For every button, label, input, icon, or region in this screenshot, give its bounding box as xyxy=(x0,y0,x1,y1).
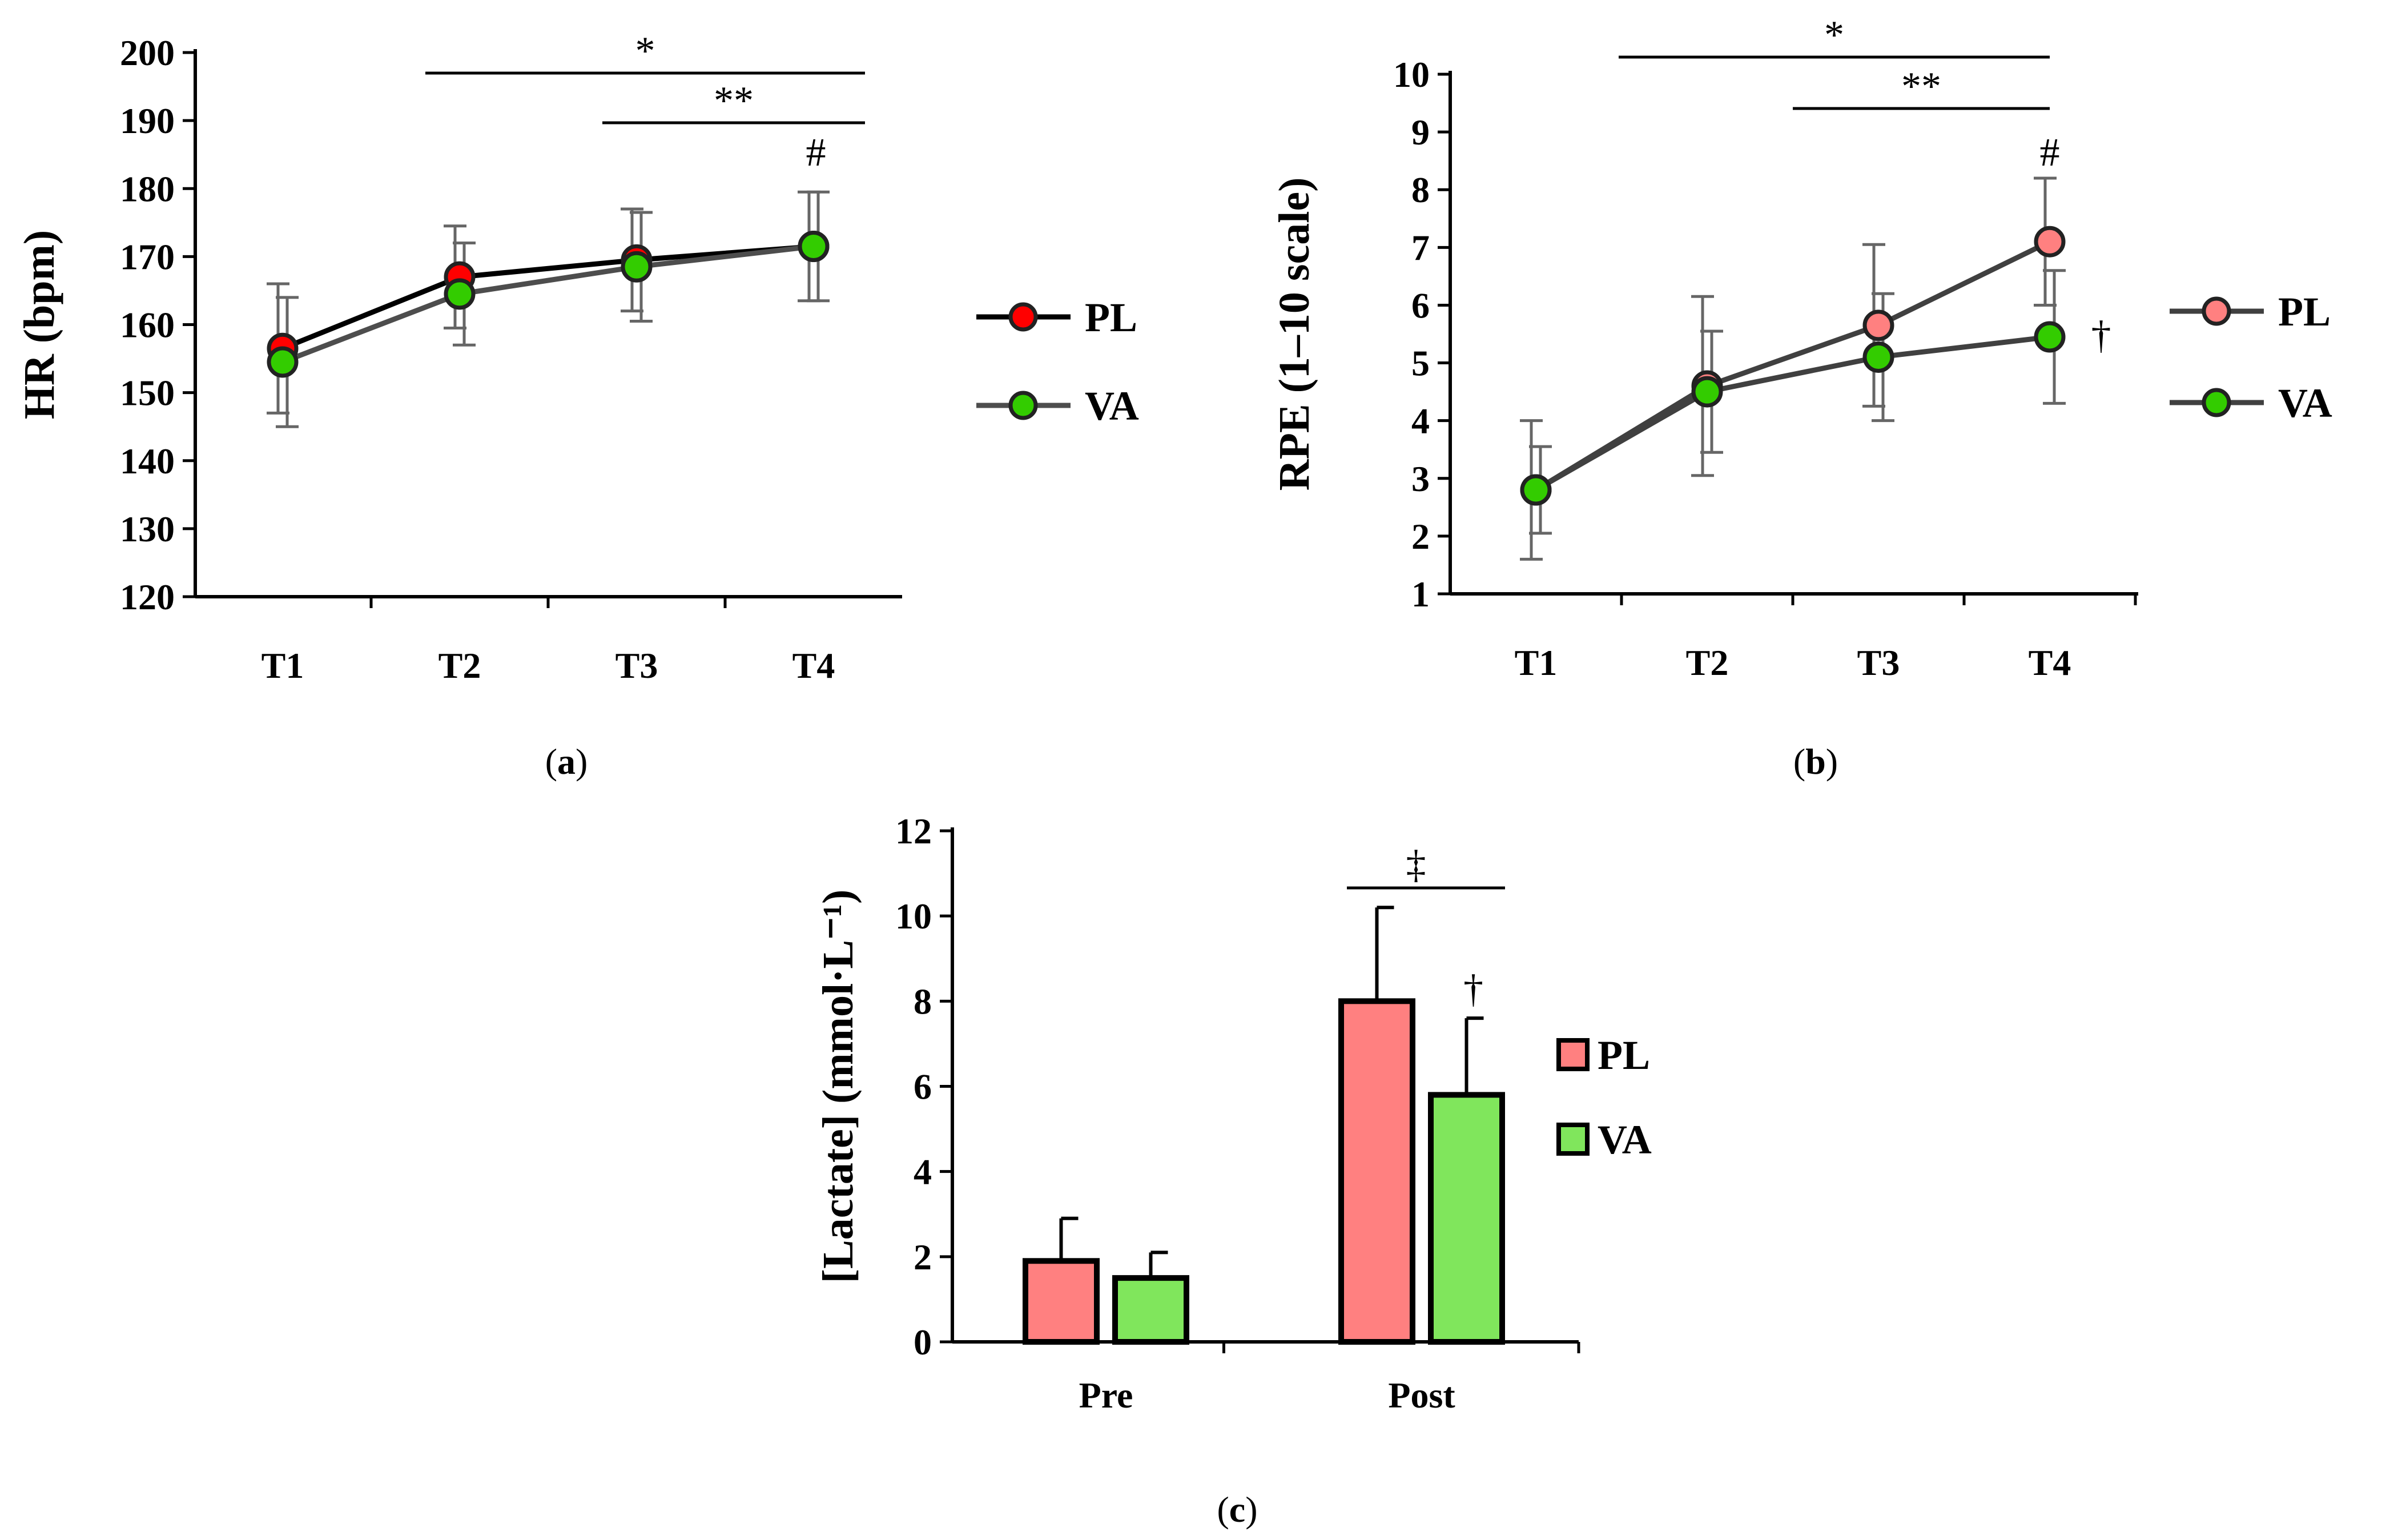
data-point-va xyxy=(1862,341,1894,373)
y-axis-label: RPE (1–10 scale) xyxy=(1270,178,1318,491)
y-tick-label: 120 xyxy=(120,577,175,617)
x-tick-label: Pre xyxy=(1079,1375,1133,1416)
caption-part: a xyxy=(557,741,576,782)
legend-label-va: VA xyxy=(1085,383,1139,429)
caption-part: ) xyxy=(1245,1489,1257,1530)
panel-c-lactate-chart: 0 2 4 6 8 10 12 Pre Post [Lactate] (mmol·L⁻¹) ‡ † PL… xyxy=(814,811,1652,1530)
panel-caption: (a) xyxy=(545,741,588,782)
x-tick-label: T2 xyxy=(438,645,481,686)
panel-b-rpe-chart: 1 2 3 4 5 6 7 8 9 10 T1 T2 T3 T4 RPE (1–10 scale) PL VA *… xyxy=(1270,13,2332,782)
caption-part: ) xyxy=(1826,741,1838,782)
legend-label-va: VA xyxy=(2278,380,2332,426)
y-tick-label: 7 xyxy=(1411,227,1430,268)
y-tick-label: 140 xyxy=(120,441,175,481)
series-line-va xyxy=(1534,334,2050,492)
y-tick-label: 12 xyxy=(895,811,932,851)
legend-label-pl: PL xyxy=(2278,289,2331,335)
legend-label-pl: PL xyxy=(1085,295,1137,340)
y-tick-label: 160 xyxy=(120,305,175,345)
panel-caption: (b) xyxy=(1793,741,1838,782)
y-tick-label: 2 xyxy=(914,1237,932,1277)
significance-marker: ‡ xyxy=(1406,843,1426,887)
significance-marker: ** xyxy=(1901,65,1941,108)
legend-swatch xyxy=(1556,1038,1590,1071)
x-tick-label: T3 xyxy=(1857,642,1900,683)
y-tick-label: 4 xyxy=(914,1152,932,1192)
y-tick-label: 170 xyxy=(120,236,175,277)
data-point-va xyxy=(621,251,653,283)
x-tick-label: T3 xyxy=(615,645,658,686)
y-axis-label: HR (bpm) xyxy=(15,230,63,419)
y-tick-label: 6 xyxy=(1411,285,1430,325)
series-line-pl xyxy=(1534,239,2051,492)
data-point-pl xyxy=(1862,309,1894,341)
y-tick-label: 200 xyxy=(120,33,175,73)
significance-marker: # xyxy=(2040,131,2060,175)
x-tick-label: T1 xyxy=(261,645,304,686)
y-tick-label: 10 xyxy=(895,896,932,936)
data-point-va xyxy=(798,231,830,263)
data-point-va xyxy=(267,346,299,378)
caption-part: ( xyxy=(1217,1489,1229,1530)
panel-a-hr-chart: 120 130 140 150 160 170 180 190 200 T1 T2 T3 T4 HR (b… xyxy=(15,29,1139,782)
y-tick-label: 0 xyxy=(914,1322,932,1362)
data-point-va xyxy=(1520,474,1552,506)
legend-marker xyxy=(2202,388,2231,417)
x-tick-label: T2 xyxy=(1686,642,1729,683)
series-line-pl xyxy=(281,244,814,351)
y-tick-label: 4 xyxy=(1411,401,1430,441)
y-tick-label: 150 xyxy=(120,373,175,413)
data-point-va xyxy=(444,278,476,310)
bar-va-post xyxy=(1428,1092,1505,1345)
y-tick-label: 190 xyxy=(120,100,175,141)
caption-part: ) xyxy=(576,741,588,782)
significance-marker: ** xyxy=(714,79,754,123)
caption-part: ( xyxy=(1793,741,1805,782)
y-tick-label: 10 xyxy=(1393,54,1430,95)
significance-marker: # xyxy=(806,131,826,175)
legend-label-va: VA xyxy=(1598,1117,1652,1163)
bar-pl-pre xyxy=(1023,1258,1100,1345)
caption-part: ( xyxy=(545,741,557,782)
y-tick-label: 8 xyxy=(1411,170,1430,210)
legend-marker xyxy=(1008,302,1038,332)
significance-marker: † xyxy=(2091,313,2111,357)
bar-pl-post xyxy=(1338,998,1415,1345)
x-tick-label: T4 xyxy=(2029,642,2071,683)
x-tick-label: Post xyxy=(1388,1375,1455,1416)
y-tick-label: 1 xyxy=(1411,574,1430,614)
series-line-va xyxy=(281,244,814,365)
significance-marker: * xyxy=(1824,13,1844,57)
data-point-va xyxy=(2034,321,2066,353)
panel-caption: (c) xyxy=(1217,1489,1257,1530)
bar-va-pre xyxy=(1112,1275,1189,1345)
significance-marker: † xyxy=(1463,967,1483,1011)
caption-part: b xyxy=(1805,741,1826,782)
legend-swatch xyxy=(1556,1123,1590,1156)
y-tick-label: 130 xyxy=(120,509,175,549)
y-tick-label: 9 xyxy=(1411,112,1430,152)
legend-marker xyxy=(2202,296,2231,326)
y-tick-label: 180 xyxy=(120,168,175,209)
data-point-va xyxy=(1691,376,1723,408)
y-tick-label: 5 xyxy=(1411,343,1430,384)
y-tick-label: 3 xyxy=(1411,459,1430,499)
x-tick-label: T1 xyxy=(1515,642,1558,683)
y-axis-label: [Lactate] (mmol·L⁻¹) xyxy=(814,890,862,1284)
significance-marker: * xyxy=(635,29,655,73)
y-tick-label: 6 xyxy=(914,1067,932,1107)
legend-marker xyxy=(1008,391,1038,420)
data-point-pl xyxy=(2034,226,2066,258)
x-tick-label: T4 xyxy=(792,645,835,686)
y-tick-label: 8 xyxy=(914,981,932,1022)
legend-label-pl: PL xyxy=(1598,1032,1650,1078)
caption-part: c xyxy=(1229,1489,1245,1530)
y-tick-label: 2 xyxy=(1411,516,1430,557)
